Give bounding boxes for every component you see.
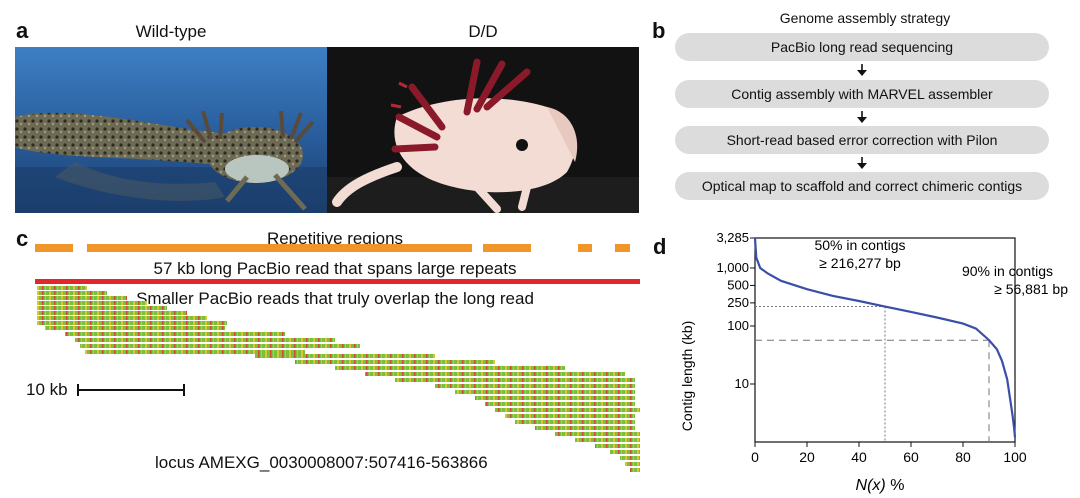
scale-bar-label: 10 kb [26,380,68,399]
panel-letter-b: b [652,18,666,43]
short-reads-pileup [37,286,640,472]
y-tick-label: 100 [727,318,749,333]
y-tick-label: 1,000 [716,260,749,275]
step-optical-map: Optical map to scaffold and correct chim… [675,172,1049,200]
chart-xlabel: N(x) % [856,477,905,494]
annotation-50-line2: ≥ 216,277 bp [819,255,901,271]
x-tick-label: 80 [955,449,971,465]
x-tick-label: 100 [1003,449,1027,465]
y-tick-label: 500 [727,277,749,292]
annotation-90-line2: ≥ 56,881 bp [994,281,1068,297]
panel-letter-a: a [16,18,29,43]
step-pacbio-sequencing: PacBio long read sequencing [675,33,1049,61]
dd-axolotl-photo [327,47,639,213]
dd-title: D/D [468,22,498,41]
panel-letter-d: d [653,234,667,259]
wild-type-title: Wild-type [135,22,207,41]
annotation-90-line1: 90% in contigs [962,263,1053,279]
xlabel-italic: N(x) [856,477,886,494]
y-tick-label: 10 [735,376,749,391]
y-tick-label: 250 [727,295,749,310]
x-tick-label: 40 [851,449,867,465]
repetitive-regions-label: Repetitive regions [266,229,404,248]
locus-label: locus AMEXG_0030008007:507416-563866 [155,453,488,472]
x-tick-label: 60 [903,449,919,465]
step-error-correction: Short-read based error correction with P… [675,126,1049,154]
plot-area: 0 20 40 60 80 100 10 100 250 500 1,000 3,285 [716,230,1026,465]
x-tick-label: 0 [751,449,759,465]
x-tick-label: 20 [799,449,815,465]
long-read-bar [35,279,640,284]
wild-type-axolotl-photo [15,47,327,213]
down-arrow-icon [857,157,867,169]
y-tick-label: 3,285 [716,230,749,245]
xlabel-suffix: % [886,477,905,494]
short-reads-label: Smaller PacBio reads that truly overlap … [136,289,534,308]
scale-bar [77,384,185,396]
strategy-title: Genome assembly strategy [779,10,951,26]
n-x-chart: Contig length (kb) 0 20 40 60 80 100 10 100 250 5… [679,230,1068,494]
chart-ylabel: Contig length (kb) [679,321,695,432]
down-arrow-icon [857,111,867,123]
down-arrow-icon [857,64,867,76]
long-read-label: 57 kb long PacBio read that spans large … [153,259,517,278]
annotation-50-line1: 50% in contigs [814,237,905,253]
panel-letter-c: c [16,226,29,251]
step-contig-assembly: Contig assembly with MARVEL assembler [675,80,1049,108]
series-line [753,237,1017,438]
repeat-regions-track [35,244,630,252]
